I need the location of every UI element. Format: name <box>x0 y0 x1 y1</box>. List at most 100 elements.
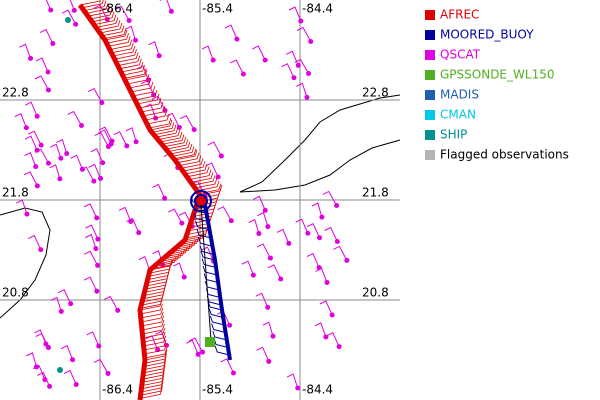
wind-barb <box>186 166 210 178</box>
obs-dot <box>93 246 99 252</box>
wind-barb <box>256 346 270 362</box>
obs-dot <box>133 37 139 43</box>
obs-dot <box>100 160 106 166</box>
wind-barb <box>163 136 187 148</box>
wind-barb <box>124 25 136 41</box>
wind-barb <box>217 206 232 221</box>
obs-dot <box>306 71 312 77</box>
wind-barb <box>165 246 188 258</box>
wind-barb <box>103 28 127 39</box>
legend-label: MOORED_BUOY <box>440 28 534 42</box>
legend-swatch <box>425 150 435 160</box>
wind-barb <box>159 131 183 143</box>
track <box>203 204 232 361</box>
wind-barb <box>14 113 27 128</box>
wind-barb <box>128 77 152 89</box>
obs-dot <box>33 164 39 170</box>
wind-barb <box>159 251 183 262</box>
obs-dot <box>227 322 233 328</box>
wind-barb <box>83 250 99 266</box>
obs-dot <box>47 383 53 389</box>
wind-barb <box>97 20 121 31</box>
wind-barb <box>171 146 195 157</box>
obs-dot <box>64 151 70 157</box>
wind-barb <box>149 119 173 131</box>
wind-barb <box>255 292 269 308</box>
legend-swatch <box>425 50 435 60</box>
wind-barb <box>83 0 107 11</box>
obs-dot <box>128 218 134 224</box>
wind-barb <box>49 143 62 159</box>
lon-label: -85.4 <box>202 2 233 16</box>
wind-barb <box>173 262 185 278</box>
wind-barb <box>196 180 220 192</box>
wind-barb <box>205 162 219 178</box>
wind-barb <box>67 110 82 126</box>
wind-barb <box>85 224 99 240</box>
wind-barb <box>138 255 151 271</box>
wind-barb <box>333 245 348 261</box>
obs-dot <box>334 202 340 208</box>
obs-dot <box>278 276 284 282</box>
wind-barb <box>155 330 167 346</box>
wind-barb <box>88 163 101 179</box>
obs-dot <box>38 142 44 148</box>
wind-barb <box>136 93 160 105</box>
obs-dot <box>250 272 256 278</box>
obs-dot <box>96 343 102 349</box>
wind-barb <box>167 141 191 152</box>
wind-barb <box>56 138 68 154</box>
obs-dot <box>304 94 310 100</box>
obs-dot <box>126 17 132 23</box>
wind-barb <box>315 267 328 283</box>
wind-barb <box>94 131 109 147</box>
obs-dot <box>58 155 64 161</box>
obs-dot <box>334 238 340 244</box>
obs-dot <box>133 139 139 145</box>
obs-dot <box>162 195 168 201</box>
wind-barb <box>146 113 170 125</box>
obs-dot <box>218 153 224 159</box>
obs-dot <box>104 16 110 22</box>
wind-barb <box>119 58 142 70</box>
wind-barb <box>93 358 109 374</box>
wind-barb <box>144 349 168 361</box>
obs-dot <box>45 345 51 351</box>
wind-barb <box>138 97 162 109</box>
wind-barb <box>139 299 163 311</box>
wind-barb <box>229 59 244 75</box>
wind-barb <box>91 11 115 23</box>
lon-label: -85.4 <box>202 383 233 397</box>
wind-barb <box>209 315 225 326</box>
wind-barb <box>114 49 137 60</box>
wind-barb <box>35 57 49 73</box>
wind-barb <box>288 6 302 22</box>
obs-dot <box>45 69 51 75</box>
wind-barb <box>141 319 165 331</box>
wind-barb <box>286 373 299 389</box>
obs-dot <box>179 220 185 226</box>
wind-barb <box>23 171 38 187</box>
obs-dot <box>291 75 297 81</box>
wind-barb <box>173 239 197 250</box>
wind-barb <box>90 148 104 163</box>
wind-barb <box>248 218 260 234</box>
wind-barb <box>143 331 166 343</box>
wind-barb <box>69 0 75 11</box>
obs-dot <box>295 62 301 68</box>
wind-barb <box>87 6 111 17</box>
wind-barb <box>253 195 266 211</box>
wind-barb <box>281 63 295 78</box>
obs-dot <box>266 358 272 364</box>
obs-dot <box>270 333 276 339</box>
obs-dot <box>45 87 51 93</box>
wind-barb <box>39 28 54 44</box>
wind-barb <box>201 258 217 268</box>
wind-barb <box>186 339 199 355</box>
lat-label: 22.8 <box>362 86 389 100</box>
legend-label: AFREC <box>440 8 479 22</box>
wind-barb <box>104 295 119 311</box>
wind-barb <box>60 345 74 360</box>
wind-barb <box>45 0 52 11</box>
wind-barb <box>182 161 206 172</box>
